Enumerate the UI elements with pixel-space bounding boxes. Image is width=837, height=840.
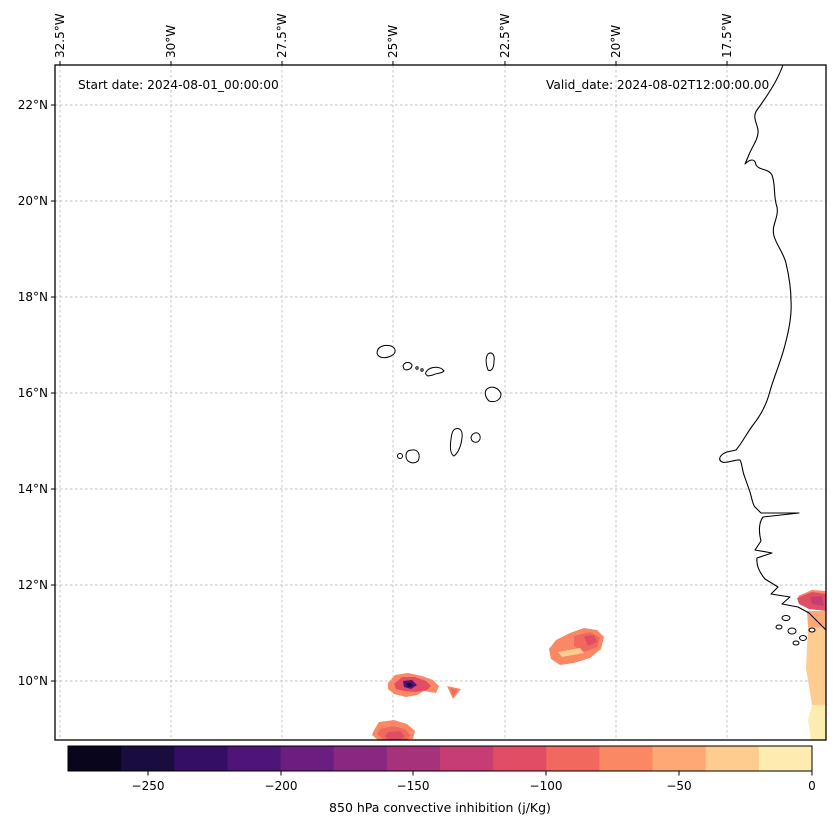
cin-patch-bottom-core bbox=[385, 731, 405, 740]
island-fogo bbox=[405, 449, 420, 464]
colorbar-segment bbox=[227, 746, 282, 771]
graticule bbox=[55, 65, 826, 740]
colorbar-segment bbox=[758, 746, 813, 771]
island bbox=[775, 624, 783, 630]
lon-tick-label: 17.5°W bbox=[720, 13, 734, 58]
coastlines bbox=[376, 64, 827, 646]
cb-tick-label: −200 bbox=[265, 779, 298, 793]
colorbar-segment bbox=[333, 746, 388, 771]
colorbar-segment bbox=[386, 746, 441, 771]
colorbar-segment bbox=[440, 746, 494, 771]
cin-strip-mid bbox=[806, 627, 826, 705]
valid-date-annotation: Valid_date: 2024-08-02T12:00:00.00 bbox=[546, 78, 769, 92]
island-brava bbox=[397, 453, 403, 459]
island bbox=[799, 635, 807, 641]
lat-tick-label: 20°N bbox=[18, 194, 48, 208]
cin-patch-coast-pink-core bbox=[810, 596, 824, 606]
lon-tick-label: 32.5°W bbox=[53, 13, 67, 58]
colorbar-segments bbox=[68, 746, 813, 771]
island-boa-vista bbox=[484, 386, 502, 403]
colorbar-label: 850 hPa convective inhibition (j/Kg) bbox=[329, 800, 551, 815]
cin-patch-central-core bbox=[584, 635, 597, 646]
cin-patch-sw-cape-verde-darkest bbox=[406, 683, 413, 687]
cb-tick-label: −150 bbox=[397, 779, 430, 793]
colorbar-segment bbox=[121, 746, 175, 771]
coastline-west-africa bbox=[719, 64, 827, 631]
island-santiago bbox=[449, 428, 463, 457]
island-sal bbox=[485, 352, 495, 371]
cin-strip-bottom bbox=[808, 705, 826, 740]
cb-tick-label: −100 bbox=[530, 779, 563, 793]
island-santo-antao bbox=[376, 344, 396, 359]
lon-tick-labels: 32.5°W 30°W 27.5°W 25°W 22.5°W 20°W 17.5… bbox=[53, 13, 734, 58]
colorbar-segment bbox=[493, 746, 547, 771]
lat-tick-label: 10°N bbox=[18, 674, 48, 688]
islet bbox=[415, 366, 419, 370]
lon-tick-label: 27.5°W bbox=[275, 13, 289, 58]
colorbar-frame bbox=[67, 745, 813, 772]
lon-tick-label: 22.5°W bbox=[498, 13, 512, 58]
colorbar-ticks bbox=[147, 771, 813, 776]
island bbox=[787, 627, 797, 635]
lat-tick-labels: 22°N 20°N 18°N 16°N 14°N 12°N 10°N bbox=[18, 98, 48, 688]
lat-tick-label: 12°N bbox=[18, 578, 48, 592]
colorbar-segment bbox=[68, 746, 122, 771]
island bbox=[808, 627, 816, 633]
cape-verde-islands bbox=[376, 344, 502, 464]
cin-patches bbox=[372, 590, 826, 740]
colorbar-segment bbox=[174, 746, 228, 771]
island-sao-vicente bbox=[402, 362, 413, 371]
islet bbox=[420, 368, 424, 372]
island bbox=[792, 640, 800, 646]
cb-tick-label: 0 bbox=[808, 779, 816, 793]
lon-tick-label: 20°W bbox=[609, 25, 623, 58]
lat-tick-label: 18°N bbox=[18, 290, 48, 304]
bijagos-islands bbox=[775, 615, 816, 646]
cin-patch-central-light-band bbox=[558, 648, 584, 657]
colorbar-segment bbox=[280, 746, 335, 771]
colorbar: −250 −200 −150 −100 −50 0 850 hPa convec… bbox=[67, 745, 816, 815]
colorbar-tick-labels: −250 −200 −150 −100 −50 0 bbox=[132, 779, 816, 793]
island-maio bbox=[470, 432, 481, 443]
cin-spot-small-inner bbox=[450, 688, 458, 696]
lon-tick-label: 25°W bbox=[386, 25, 400, 58]
lat-tick-label: 22°N bbox=[18, 98, 48, 112]
plot-frame bbox=[54, 64, 827, 741]
colorbar-segment bbox=[652, 746, 707, 771]
start-date-annotation: Start date: 2024-08-01_00:00:00 bbox=[78, 78, 279, 92]
lon-tick-label: 30°W bbox=[164, 25, 178, 58]
lat-tick-label: 16°N bbox=[18, 386, 48, 400]
cb-tick-label: −50 bbox=[666, 779, 691, 793]
axis-ticks bbox=[51, 61, 728, 682]
island-sao-nicolau bbox=[425, 366, 445, 377]
colorbar-segment bbox=[705, 746, 760, 771]
colorbar-segment bbox=[546, 746, 600, 771]
lat-tick-label: 14°N bbox=[18, 482, 48, 496]
colorbar-segment bbox=[599, 746, 654, 771]
cb-tick-label: −250 bbox=[132, 779, 165, 793]
island bbox=[781, 615, 791, 621]
